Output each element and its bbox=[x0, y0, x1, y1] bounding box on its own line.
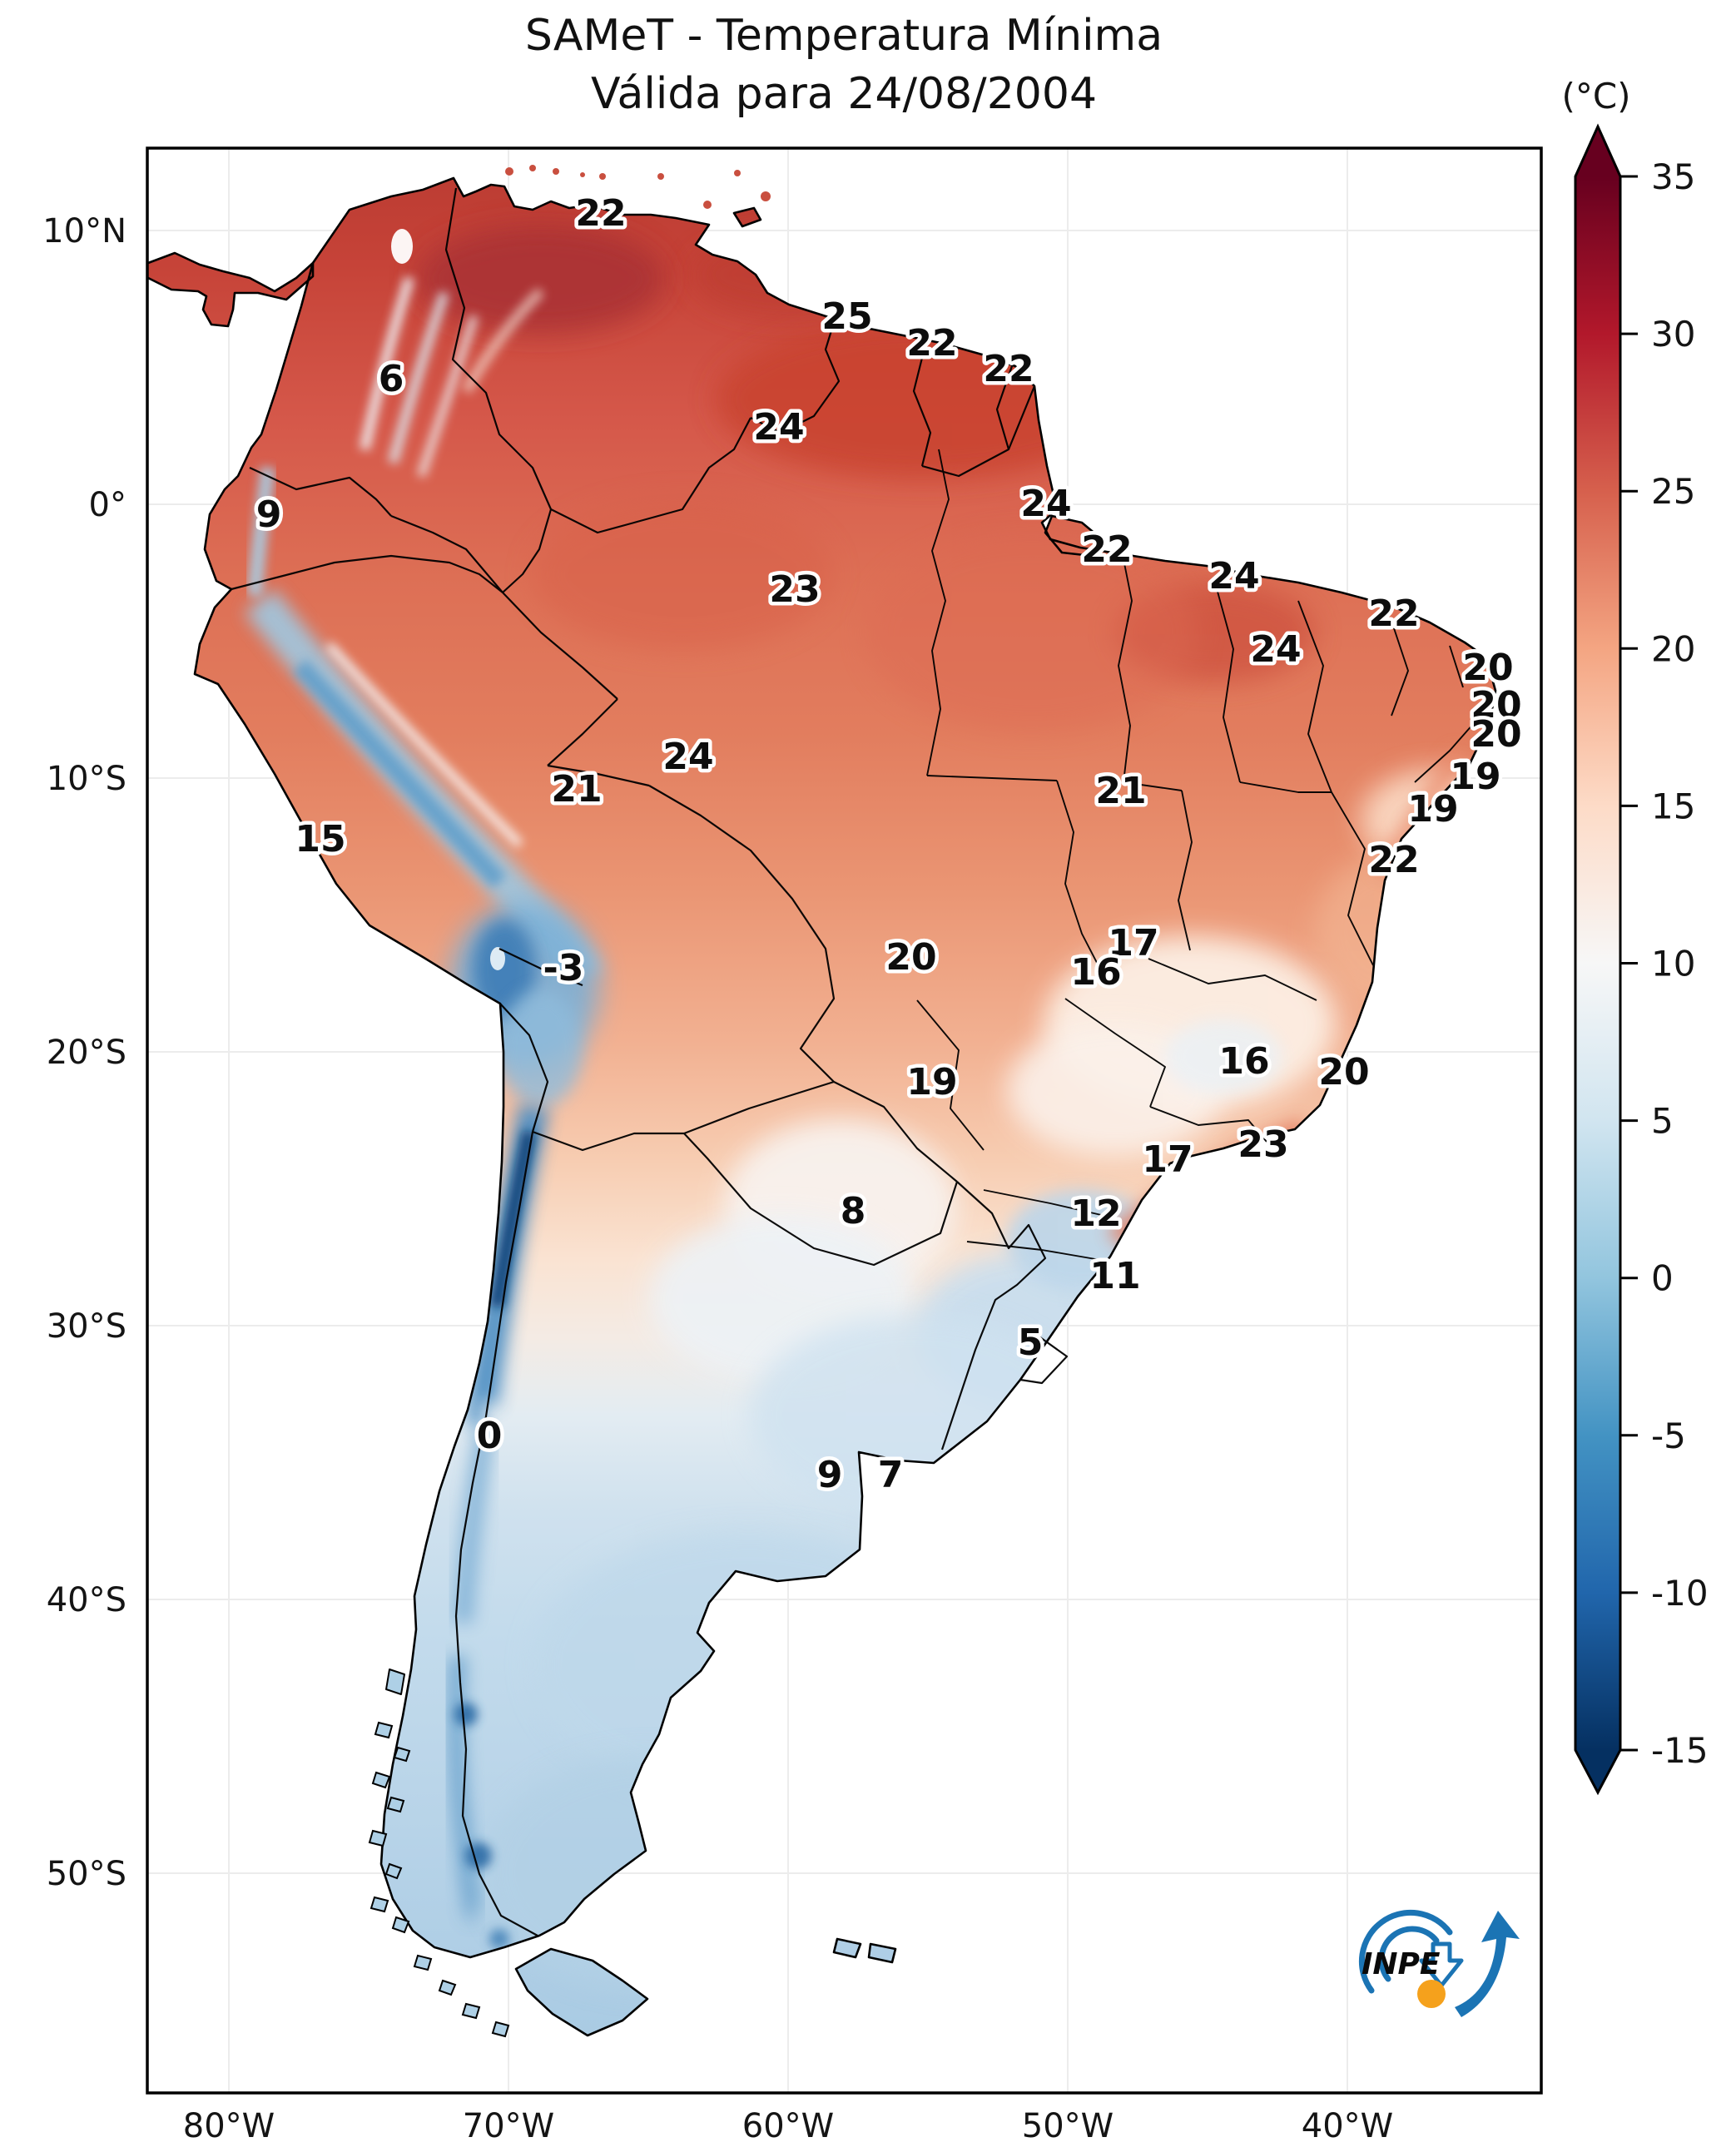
temp-label: 24 bbox=[753, 406, 804, 449]
temp-label: 9 bbox=[817, 1454, 843, 1496]
lon-tick-label: 80°W bbox=[183, 2107, 275, 2145]
colorbar-tick-label: 5 bbox=[1651, 1101, 1674, 1142]
fjord-islands bbox=[368, 1721, 510, 2038]
inpe-swirl-outer bbox=[1358, 1909, 1453, 1994]
temp-label: 24 bbox=[1208, 555, 1259, 598]
temp-label: 6 bbox=[379, 358, 404, 400]
caribbean-islands bbox=[505, 165, 771, 209]
colorbar-bar bbox=[1574, 123, 1622, 1796]
inpe-logo-text: INPE bbox=[1362, 1947, 1441, 1981]
figure-subtitle: Válida para 24/08/2004 bbox=[591, 69, 1097, 119]
temp-label: 12 bbox=[1070, 1193, 1121, 1235]
inpe-logo: INPE bbox=[1358, 1909, 1520, 2017]
temp-label: 8 bbox=[841, 1190, 866, 1232]
temperature-field bbox=[148, 178, 1495, 2035]
temp-label: 17 bbox=[1142, 1138, 1193, 1181]
colorbar-tick-label: -10 bbox=[1651, 1573, 1709, 1614]
lat-tick-label: 50°S bbox=[47, 1855, 126, 1893]
temp-label: 19 bbox=[906, 1061, 957, 1103]
colorbar-tick-label: 0 bbox=[1651, 1258, 1674, 1299]
temp-label: 20 bbox=[1462, 647, 1513, 689]
temp-label: 20 bbox=[885, 936, 936, 979]
lon-tick-label: 70°W bbox=[463, 2107, 554, 2145]
coastline bbox=[147, 176, 1497, 2037]
temp-label: 9 bbox=[256, 493, 282, 536]
temp-label: 17 bbox=[1108, 922, 1158, 964]
temp-label: 19 bbox=[1407, 788, 1458, 831]
temp-label: 19 bbox=[1450, 756, 1500, 798]
temp-label: -3 bbox=[543, 947, 584, 989]
inpe-up-arrow-icon bbox=[1455, 1911, 1520, 2017]
colorbar-unit-label: (°C) bbox=[1561, 76, 1630, 117]
lat-tick-label: 10°N bbox=[42, 212, 126, 250]
temp-label: 16 bbox=[1070, 951, 1121, 994]
colorbar-tick-label: 30 bbox=[1651, 314, 1695, 355]
temp-label: 24 bbox=[1020, 483, 1071, 525]
temp-label: 23 bbox=[769, 568, 820, 611]
lat-tick-label: 30°S bbox=[47, 1307, 126, 1346]
colorbar-tick-label: 15 bbox=[1651, 786, 1695, 826]
temp-label: 24 bbox=[662, 736, 713, 778]
colorbar-tick-label: 20 bbox=[1651, 628, 1695, 669]
figure-title: SAMeT - Temperatura Mínima bbox=[525, 11, 1163, 61]
temp-label: 22 bbox=[1368, 593, 1419, 635]
lon-tick-label: 60°W bbox=[742, 2107, 834, 2145]
inpe-orange-dot bbox=[1417, 1980, 1446, 2008]
temp-label: 20 bbox=[1471, 684, 1521, 726]
temp-label: 20 bbox=[1471, 713, 1521, 756]
temp-label: 23 bbox=[1238, 1123, 1288, 1166]
lon-tick-label: 40°W bbox=[1302, 2107, 1393, 2145]
lat-tick-label: 20°S bbox=[47, 1034, 126, 1072]
temp-label: 11 bbox=[1089, 1255, 1140, 1297]
latitude-tick-labels: 10°N 0° 10°S 20°S 30°S 40°S 50°S bbox=[42, 212, 126, 1893]
temp-label: 25 bbox=[821, 295, 872, 338]
temp-label: 22 bbox=[575, 192, 626, 235]
map-frame bbox=[146, 146, 1543, 2095]
lat-tick-label: 40°S bbox=[47, 1581, 126, 1619]
longitude-tick-labels: 80°W 70°W 60°W 50°W 40°W bbox=[183, 2107, 1393, 2145]
lat-tick-label: 0° bbox=[89, 486, 126, 524]
temp-label: 24 bbox=[1250, 628, 1301, 671]
temp-label: 22 bbox=[983, 348, 1034, 390]
temp-label: 16 bbox=[1218, 1040, 1269, 1083]
colorbar-ticks: 35 30 25 20 15 10 5 0 -5 -10 -15 bbox=[1620, 156, 1709, 1771]
temp-label: 21 bbox=[1095, 770, 1146, 812]
temp-label: 20 bbox=[1318, 1051, 1369, 1093]
inpe-swirl-inner bbox=[1378, 1926, 1440, 1982]
colorbar-tick-label: 10 bbox=[1651, 944, 1695, 984]
lat-tick-label: 10°S bbox=[47, 760, 126, 798]
inpe-down-arrow-icon bbox=[1419, 1941, 1464, 1988]
temp-label: 5 bbox=[1018, 1321, 1044, 1364]
temp-label: 15 bbox=[295, 818, 345, 860]
temp-label: 22 bbox=[1368, 839, 1419, 881]
temp-label: 0 bbox=[477, 1415, 503, 1457]
country-state-borders bbox=[231, 187, 1487, 1936]
colorbar-tick-label: 25 bbox=[1651, 471, 1695, 512]
colorbar-tick-label: -5 bbox=[1651, 1416, 1686, 1456]
temp-label: 22 bbox=[906, 322, 957, 364]
colorbar: (°C) 35 30 25 20 15 10 5 0 -5 -10 -15 bbox=[1561, 76, 1709, 1796]
temp-label: 21 bbox=[551, 768, 602, 811]
temp-label: 22 bbox=[1081, 528, 1132, 571]
colorbar-tick-label: 35 bbox=[1651, 156, 1695, 197]
colorbar-tick-label: -15 bbox=[1651, 1730, 1709, 1771]
temp-label: 7 bbox=[878, 1454, 904, 1496]
lon-tick-label: 50°W bbox=[1022, 2107, 1114, 2145]
